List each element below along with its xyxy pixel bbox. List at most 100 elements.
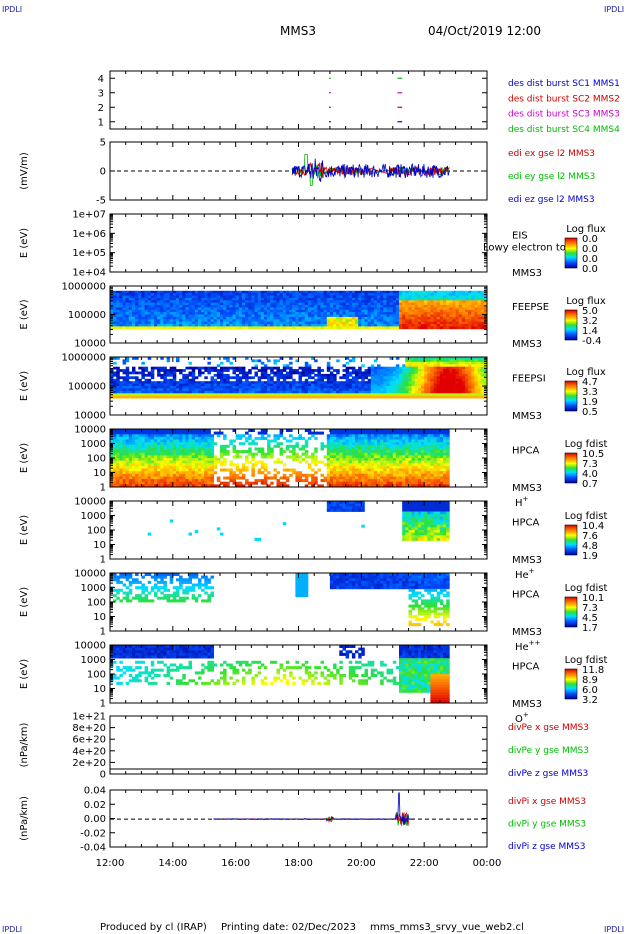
hpca_h-cell <box>210 434 214 438</box>
feepse-cell <box>254 319 258 323</box>
feepse-cell <box>292 290 296 294</box>
feepsi-cell <box>276 371 280 375</box>
feepsi-cell <box>402 390 406 394</box>
hpca_h-cell <box>285 455 290 459</box>
hpca_h-cell <box>166 450 171 454</box>
feepse-cell <box>122 319 127 323</box>
hpca_h-cell <box>169 444 174 448</box>
hpca_h-cell <box>147 450 152 454</box>
feepse-cell <box>248 300 252 304</box>
feepsi-cell <box>408 361 412 365</box>
hpca_h-cell <box>210 444 214 448</box>
feepse-cell <box>144 312 149 315</box>
feepse-cell <box>317 293 321 296</box>
feepsi-cell <box>329 371 334 375</box>
hpca_h-cell <box>188 447 192 451</box>
feepsi-cell <box>461 381 466 384</box>
feepse-cell <box>166 319 171 323</box>
feepse-cell <box>141 312 145 315</box>
feepsi-cell <box>408 390 412 394</box>
feepsi-cell <box>216 390 221 394</box>
feepse-cell <box>260 297 265 301</box>
feepse-cell <box>119 290 123 294</box>
feepse-cell <box>389 302 394 306</box>
feepse-cell <box>377 293 381 296</box>
feepsi-cell <box>270 386 274 389</box>
hpca_h-cell <box>194 431 199 435</box>
feepsi-cell <box>238 390 243 394</box>
feepse-cell <box>370 312 375 315</box>
feepsi-cell <box>116 366 120 370</box>
hpca_h-cell <box>169 455 174 459</box>
feepse-cell <box>436 297 441 301</box>
feepse-cell <box>273 319 277 323</box>
eis-frame <box>109 213 488 273</box>
hpca_h-cell <box>307 465 312 469</box>
feepsi-cell <box>483 359 488 363</box>
hpca_h-cell <box>191 465 196 469</box>
feepse-cell <box>201 295 205 299</box>
hpca_h-cell <box>232 444 236 448</box>
feepsi-cell <box>276 373 280 377</box>
feepsi-cell <box>345 381 350 384</box>
feepsi-cell <box>377 378 381 382</box>
hpca_h-cell <box>198 450 202 454</box>
feepsi-cell <box>411 376 416 380</box>
feepsi-cell <box>125 369 130 372</box>
feepsi-cell <box>427 393 431 397</box>
feepse-cell <box>392 293 397 296</box>
feepse-cell <box>116 314 120 318</box>
feepse-cell <box>207 307 211 311</box>
feepse-cell <box>333 302 337 306</box>
feepsi-cell <box>289 366 293 370</box>
feepse-cell <box>182 312 186 315</box>
feepsi-cell <box>113 393 117 397</box>
feepsi-cell <box>383 388 387 392</box>
feepsi-cell <box>402 369 406 372</box>
feepsi-cell <box>351 378 356 382</box>
feepse-cell <box>232 300 236 304</box>
feepsi-cell <box>326 381 331 384</box>
hpca_h-cell <box>307 463 312 467</box>
hpca_h-cell <box>191 455 196 459</box>
feepse-cell <box>147 316 152 320</box>
feepsi-cell <box>128 395 133 399</box>
feepse-cell <box>176 309 180 313</box>
feepse-cell <box>351 316 356 320</box>
feepse-cell <box>329 305 334 308</box>
feepsi-cell <box>323 373 328 377</box>
hpca_h-cell <box>182 444 186 448</box>
hpca_h-cell <box>235 468 240 472</box>
feepsi-cell <box>132 366 136 370</box>
feepse-cell <box>285 324 290 327</box>
hpca_h-cell <box>154 439 158 443</box>
hpca_h-cell <box>160 431 164 435</box>
feepse-cell <box>477 316 482 320</box>
hpca_h-cell <box>248 434 252 438</box>
feepsi-cell <box>270 378 274 382</box>
feepse-instrument: FEEPSE <box>512 302 549 313</box>
hpca_h-cell <box>270 452 274 456</box>
feepse-cell <box>345 314 350 318</box>
feepse-cell <box>364 300 368 304</box>
feepsi-cell <box>254 393 258 397</box>
feepse-cell <box>449 290 453 294</box>
feepsi-cell <box>380 390 384 394</box>
feepsi-cell <box>166 371 171 375</box>
feepse-cell <box>254 326 258 330</box>
feepse-cell <box>468 297 472 301</box>
feepsi-cell <box>465 378 469 382</box>
hpca_h-cell <box>207 455 211 459</box>
feepse-cell <box>276 314 280 318</box>
feepsi-cell <box>273 395 277 399</box>
feepse-cell <box>411 295 416 299</box>
hpca_h-cell <box>201 452 205 456</box>
feepse-cell <box>477 302 482 306</box>
feepsi-cell <box>329 381 334 384</box>
hpca_h-cell <box>185 468 189 472</box>
hpca_h-cell <box>163 484 167 488</box>
feepse-cell <box>207 316 211 320</box>
hpca_h-cell <box>201 460 205 464</box>
hpca_h-cell <box>132 481 136 485</box>
feepse-cell <box>220 300 224 304</box>
